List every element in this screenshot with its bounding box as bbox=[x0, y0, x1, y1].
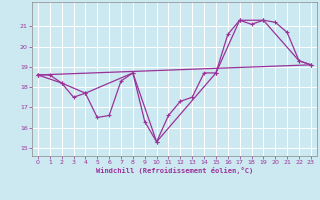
X-axis label: Windchill (Refroidissement éolien,°C): Windchill (Refroidissement éolien,°C) bbox=[96, 167, 253, 174]
